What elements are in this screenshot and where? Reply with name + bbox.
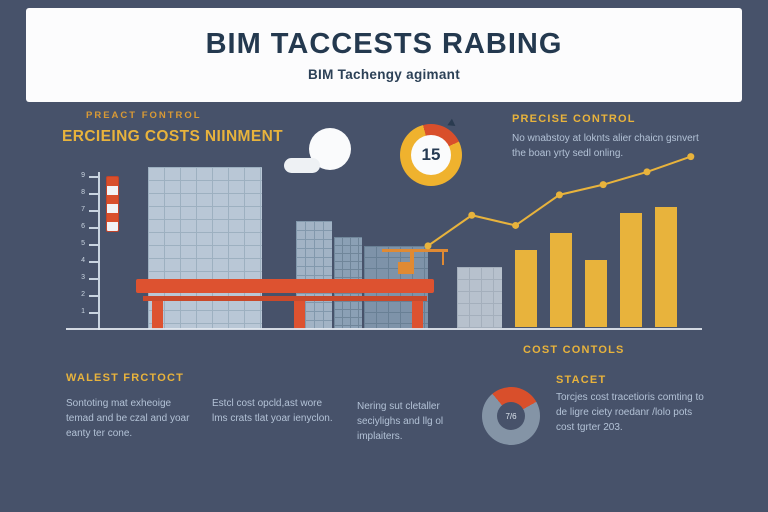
- left-kicker: PREACT FONTROL: [86, 110, 202, 121]
- ruler-tick: 5: [81, 240, 98, 247]
- line-point: [599, 181, 607, 189]
- gauge-arrow-icon: [447, 118, 458, 130]
- cost-donut: 7/6: [482, 387, 540, 445]
- bar: [655, 207, 677, 327]
- ruler-tick: 7: [81, 206, 98, 213]
- line-point: [643, 168, 651, 176]
- cycle-gauge-value: 15: [411, 135, 451, 175]
- bar-chart: [515, 197, 697, 327]
- left-heading: ERCIEING COSTS NIINMENT: [62, 128, 284, 145]
- gate-shelf: [143, 296, 427, 301]
- ruler: 9 8 7 6 5 4 3 2 1: [74, 172, 100, 330]
- precise-control-body: No wnabstoy at loknts alier chaicn gsnve…: [512, 133, 699, 159]
- page-subtitle: BIM Tachengy agimant: [307, 67, 461, 82]
- bottom-left-heading: WALEST FRCTOCT: [66, 372, 185, 384]
- crane-post-icon: [410, 249, 414, 269]
- bar: [550, 233, 572, 327]
- ruler-tick: 1: [81, 308, 98, 315]
- stacet-body: Torcjes cost tracetioris comting to de l…: [556, 392, 704, 433]
- bar: [585, 259, 607, 327]
- bar: [620, 213, 642, 327]
- stacet-heading: STACET: [556, 374, 607, 386]
- cost-donut-hole: 7/6: [497, 402, 525, 430]
- ruler-tick: 9: [81, 172, 98, 179]
- ruler-tick: 6: [81, 223, 98, 230]
- cost-controls-heading: COST CONTOLS: [523, 344, 625, 356]
- building-large: [148, 167, 262, 329]
- crane-cable-icon: [442, 252, 444, 265]
- ruler-tick: 8: [81, 189, 98, 196]
- bottom-column-2: Estcl cost opcld,ast wore lms crats tlat…: [212, 398, 333, 424]
- gate-leg: [152, 301, 163, 329]
- crane-arm-icon: [382, 249, 448, 252]
- building-gray-block: [457, 267, 502, 328]
- header-card: BIM TACCESTS RABING BIM Tachengy agimant: [26, 8, 742, 102]
- cycle-gauge: 15: [400, 124, 462, 186]
- crane-cab-icon: [398, 262, 414, 274]
- ruler-tick: 4: [81, 257, 98, 264]
- bar: [515, 249, 537, 327]
- ruler-tick: 2: [81, 291, 98, 298]
- line-point: [468, 211, 476, 219]
- gate-leg: [412, 301, 423, 329]
- ground-line: [66, 328, 702, 330]
- cost-donut-label: 7/6: [505, 411, 517, 421]
- precise-control-heading: PRECISE CONTROL: [512, 113, 636, 125]
- gate-beam: [136, 279, 434, 293]
- building-mid: [296, 221, 332, 329]
- ruler-tick: 3: [81, 274, 98, 281]
- cloud-small-icon: [284, 158, 320, 173]
- bottom-column-1: Sontoting mat exheoige temad and be czal…: [66, 398, 190, 439]
- measuring-rod: [106, 176, 119, 232]
- page-title: BIM TACCESTS RABING: [205, 28, 563, 60]
- gate-leg: [294, 301, 305, 329]
- bottom-column-3: Nering sut cletaller seciylighs and llg …: [357, 401, 444, 442]
